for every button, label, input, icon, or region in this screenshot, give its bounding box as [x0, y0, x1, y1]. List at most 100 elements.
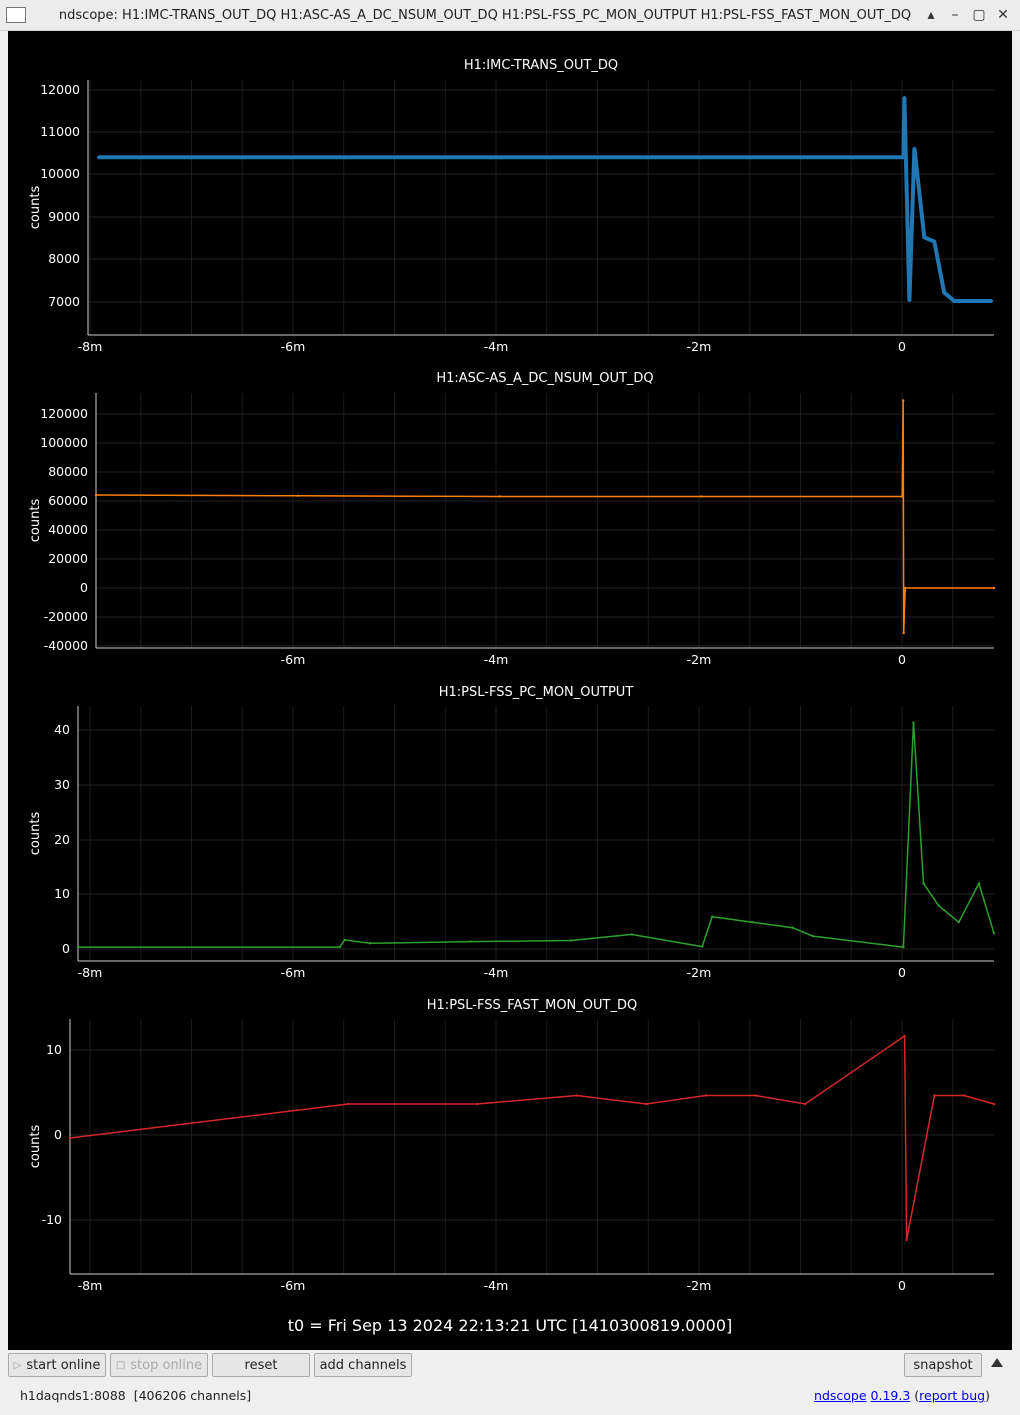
data-point	[977, 882, 981, 885]
data-point	[903, 1034, 906, 1038]
plot-frame[interactable]	[70, 1019, 994, 1274]
y-tick-label: 60000	[48, 493, 88, 508]
data-point	[913, 146, 916, 150]
data-point	[346, 1102, 350, 1106]
stop-icon: □	[115, 1359, 126, 1371]
y-tick-label: 30	[54, 777, 70, 792]
data-point	[700, 495, 703, 498]
data-point	[96, 156, 100, 159]
y-tick-label: 100000	[40, 435, 88, 450]
x-tick-label: 0	[898, 965, 906, 980]
plot-area[interactable]: H1:IMC-TRANS_OUT_DQ counts 12000 11000 10000…	[8, 31, 1012, 1350]
data-point	[504, 156, 508, 159]
stop-online-label: stop online	[130, 1357, 203, 1373]
version-link[interactable]: 0.19.3	[870, 1388, 911, 1403]
snapshot-button[interactable]: snapshot	[904, 1353, 982, 1377]
channel-count: [406206 channels]	[133, 1388, 252, 1403]
data-point	[905, 1238, 908, 1242]
y-tick-label: 20000	[48, 551, 88, 566]
y-tick-label: 12000	[40, 82, 80, 97]
ndscope-link[interactable]: ndscope	[814, 1388, 867, 1403]
y-tick-label: -40000	[44, 638, 88, 653]
minimize-window-icon[interactable]: –	[951, 7, 959, 23]
y-tick-label: 7000	[48, 294, 80, 309]
plot-frame[interactable]	[96, 393, 994, 648]
report-bug-link[interactable]: report bug	[919, 1388, 986, 1403]
data-point	[922, 882, 925, 885]
plot-title: H1:PSL-FSS_PC_MON_OUTPUT	[439, 685, 634, 700]
reset-button[interactable]: reset	[212, 1353, 310, 1377]
data-point	[338, 945, 341, 949]
x-tick-label: -2m	[687, 652, 712, 667]
data-point	[992, 586, 996, 590]
data-point	[902, 945, 905, 949]
data-point	[76, 945, 80, 949]
data-point	[804, 1102, 807, 1106]
x-tick-label: -2m	[687, 339, 712, 354]
plot-title: H1:PSL-FSS_FAST_MON_OUT_DQ	[427, 998, 637, 1013]
data-point	[469, 940, 472, 943]
data-point	[498, 495, 501, 498]
data-point	[630, 933, 633, 936]
y-tick-label: -10	[42, 1212, 62, 1227]
data-point	[933, 1094, 936, 1097]
data-point	[992, 1102, 996, 1106]
series-line	[98, 96, 992, 303]
y-tick-label: 10	[46, 1042, 62, 1057]
x-tick-label: -4m	[484, 652, 509, 667]
data-point	[957, 920, 960, 924]
plot-frame[interactable]	[78, 706, 994, 961]
x-tick-label: -6m	[281, 652, 306, 667]
data-point	[923, 236, 926, 239]
version-info: ndscope 0.19.3 (report bug)	[814, 1388, 990, 1403]
y-tick-label: 8000	[48, 251, 80, 266]
app-icon	[6, 7, 26, 23]
y-tick-label: 80000	[48, 464, 88, 479]
expand-arrow-icon[interactable]	[991, 1358, 1003, 1367]
data-point	[990, 299, 994, 303]
data-point	[710, 915, 714, 918]
plots-canvas[interactable]: H1:IMC-TRANS_OUT_DQcounts120001100010000…	[8, 31, 1012, 1350]
status-bar: h1daqnds1:8088 [406206 channels] ndscope…	[0, 1383, 1020, 1413]
data-point	[368, 942, 372, 945]
data-point	[754, 1094, 757, 1097]
y-tick-label: 0	[62, 941, 70, 956]
data-point	[900, 495, 904, 498]
data-point	[962, 299, 966, 303]
y-tick-label: 0	[80, 580, 88, 595]
data-point	[791, 926, 794, 929]
data-point	[811, 934, 815, 938]
plot-frame[interactable]	[88, 80, 994, 335]
start-online-button[interactable]: ▷ start online	[8, 1353, 106, 1377]
data-point	[570, 939, 573, 942]
maximize-window-icon[interactable]: ▢	[972, 7, 986, 23]
y-tick-label: 120000	[40, 406, 88, 421]
y-axis-label: counts	[28, 1125, 43, 1169]
data-point	[476, 1102, 479, 1106]
x-tick-label: -2m	[687, 965, 712, 980]
y-axis-label: counts	[28, 812, 43, 856]
data-point	[903, 95, 906, 99]
data-point	[94, 493, 98, 497]
close-window-icon[interactable]: ✕	[997, 7, 1009, 23]
plot-title: H1:IMC-TRANS_OUT_DQ	[464, 58, 618, 73]
data-point	[700, 945, 704, 948]
x-tick-label: -6m	[281, 965, 306, 980]
y-tick-label: -20000	[44, 609, 88, 624]
x-tick-label: -6m	[281, 1278, 306, 1293]
stop-online-button[interactable]: □ stop online	[110, 1353, 208, 1377]
x-tick-label: -8m	[78, 339, 103, 354]
x-tick-label: -4m	[484, 965, 509, 980]
y-tick-label: 9000	[48, 209, 80, 224]
data-point	[943, 291, 946, 294]
data-point	[704, 156, 707, 159]
y-axis-label: counts	[28, 499, 43, 543]
y-tick-label: 20	[54, 832, 70, 847]
data-point	[902, 156, 905, 159]
data-point	[933, 240, 936, 243]
server-status: h1daqnds1:8088 [406206 channels]	[20, 1388, 251, 1403]
data-point	[305, 156, 309, 159]
shade-window-icon[interactable]: ▴	[927, 7, 935, 23]
add-channels-button[interactable]: add channels	[314, 1353, 412, 1377]
plot-title: H1:ASC-AS_A_DC_NSUM_OUT_DQ	[436, 371, 653, 386]
